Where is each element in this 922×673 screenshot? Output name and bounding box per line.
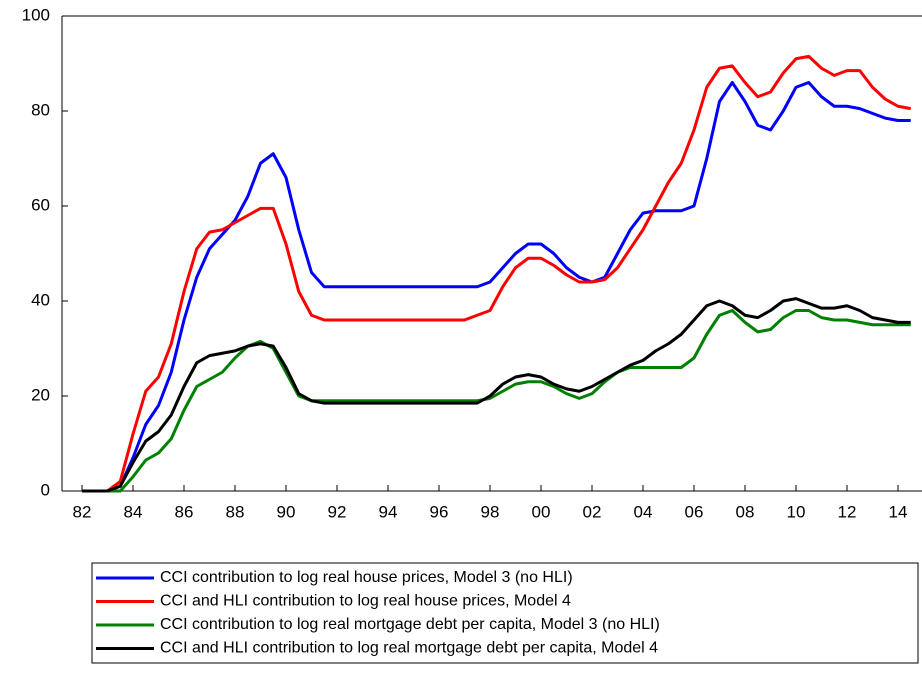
x-tick-label: 92: [328, 502, 347, 521]
y-tick-label: 80: [31, 100, 50, 119]
y-tick-label: 60: [31, 195, 50, 214]
x-tick-label: 90: [277, 502, 296, 521]
series-line: [82, 309, 911, 493]
x-tick-label: 94: [379, 502, 398, 521]
x-tick-label: 00: [532, 502, 551, 521]
series-line: [82, 297, 911, 493]
x-tick-label: 86: [175, 502, 194, 521]
x-tick-label: 12: [838, 502, 857, 521]
x-tick-label: 98: [481, 502, 500, 521]
legend-label: CCI and HLI contribution to log real mor…: [160, 640, 658, 657]
series-line: [82, 54, 912, 493]
x-tick-label: 88: [226, 502, 245, 521]
x-tick-label: 08: [736, 502, 755, 521]
x-tick-label: 14: [889, 502, 908, 521]
legend-label: CCI contribution to log real house price…: [160, 569, 573, 586]
x-tick-label: 82: [73, 502, 92, 521]
legend-label: CCI contribution to log real mortgage de…: [160, 616, 660, 633]
legend-box: [91, 562, 919, 664]
y-tick-label: 0: [41, 480, 50, 499]
x-tick-label: 04: [634, 502, 653, 521]
legend: CCI contribution to log real house price…: [96, 569, 660, 657]
x-tick-label: 06: [685, 502, 704, 521]
x-tick-label: 84: [124, 502, 143, 521]
legend-label: CCI and HLI contribution to log real hou…: [160, 593, 571, 610]
y-tick-label: 40: [31, 290, 50, 309]
x-tick-label: 96: [430, 502, 449, 521]
x-tick-label: 10: [787, 502, 806, 521]
series-line: [82, 81, 911, 493]
y-tick-label: 20: [31, 385, 50, 404]
x-tick-label: 02: [583, 502, 602, 521]
y-tick-label: 100: [22, 5, 50, 24]
